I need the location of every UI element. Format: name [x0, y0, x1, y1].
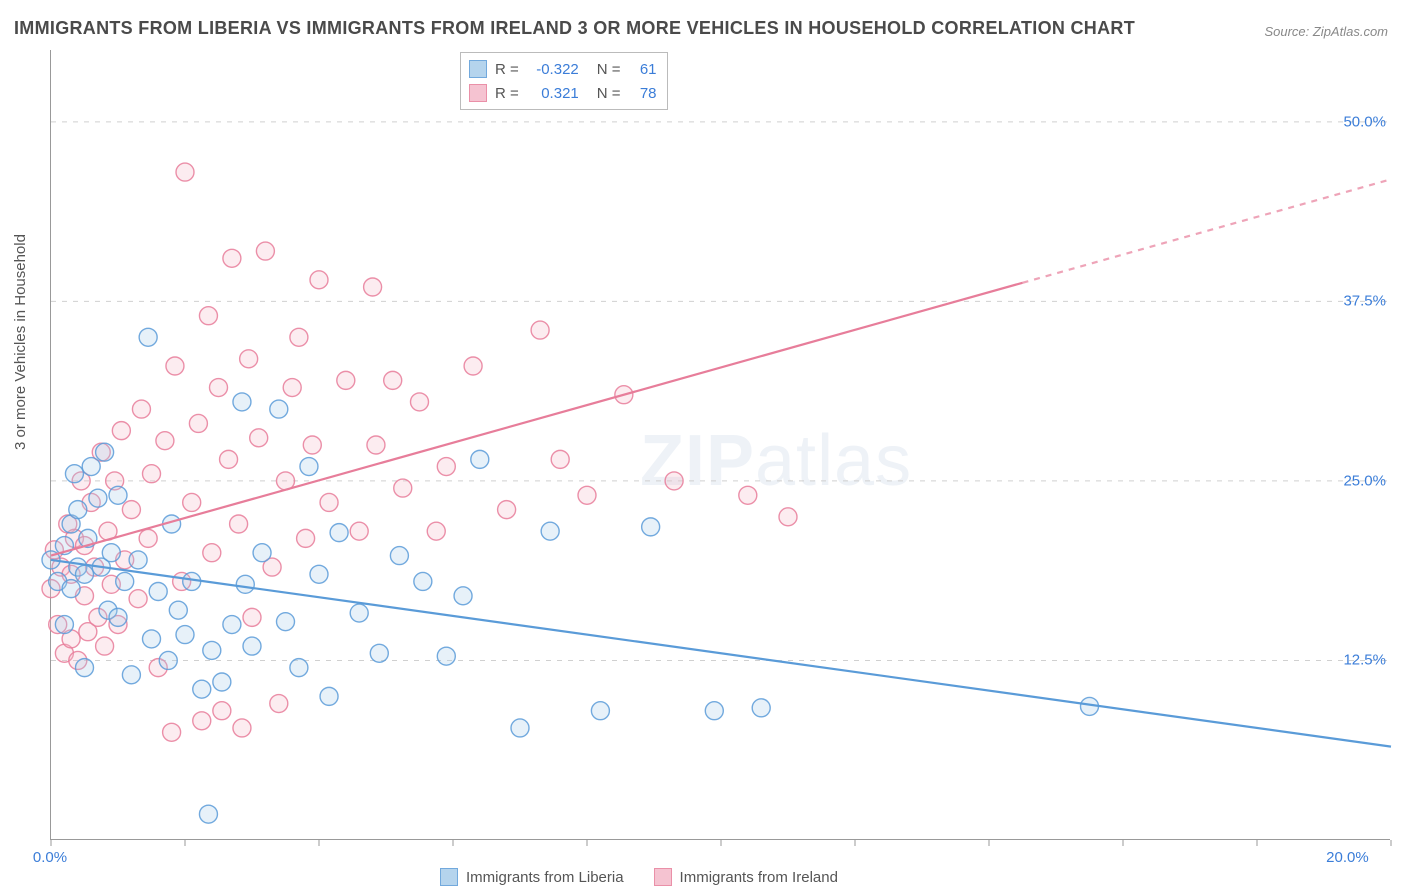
- source-label: Source: ZipAtlas.com: [1264, 24, 1388, 39]
- r-label: R =: [495, 61, 519, 78]
- xtick-label: 20.0%: [1326, 849, 1369, 866]
- r-value-liberia: -0.322: [525, 61, 579, 78]
- ytick-label: 25.0%: [1343, 472, 1386, 489]
- swatch-ireland-icon: [654, 868, 672, 886]
- legend-item-ireland: Immigrants from Ireland: [654, 868, 838, 886]
- n-label: N =: [597, 85, 621, 102]
- plot-area: [50, 50, 1390, 840]
- legend-label-ireland: Immigrants from Ireland: [680, 869, 838, 886]
- ytick-label: 12.5%: [1343, 652, 1386, 669]
- xtick-label: 0.0%: [33, 849, 67, 866]
- r-value-ireland: 0.321: [525, 85, 579, 102]
- n-value-liberia: 61: [627, 61, 657, 78]
- ytick-label: 37.5%: [1343, 293, 1386, 310]
- n-value-ireland: 78: [627, 85, 657, 102]
- swatch-liberia-icon: [440, 868, 458, 886]
- correlation-legend: R = -0.322 N = 61 R = 0.321 N = 78: [460, 52, 668, 110]
- series-legend: Immigrants from Liberia Immigrants from …: [440, 868, 838, 886]
- y-axis-label: 3 or more Vehicles in Household: [12, 234, 29, 450]
- chart-svg: [51, 50, 1390, 839]
- legend-row-ireland: R = 0.321 N = 78: [469, 81, 657, 105]
- ytick-label: 50.0%: [1343, 113, 1386, 130]
- legend-label-liberia: Immigrants from Liberia: [466, 869, 624, 886]
- legend-row-liberia: R = -0.322 N = 61: [469, 57, 657, 81]
- n-label: N =: [597, 61, 621, 78]
- legend-item-liberia: Immigrants from Liberia: [440, 868, 624, 886]
- swatch-ireland: [469, 84, 487, 102]
- swatch-liberia: [469, 60, 487, 78]
- r-label: R =: [495, 85, 519, 102]
- chart-title: IMMIGRANTS FROM LIBERIA VS IMMIGRANTS FR…: [14, 18, 1135, 39]
